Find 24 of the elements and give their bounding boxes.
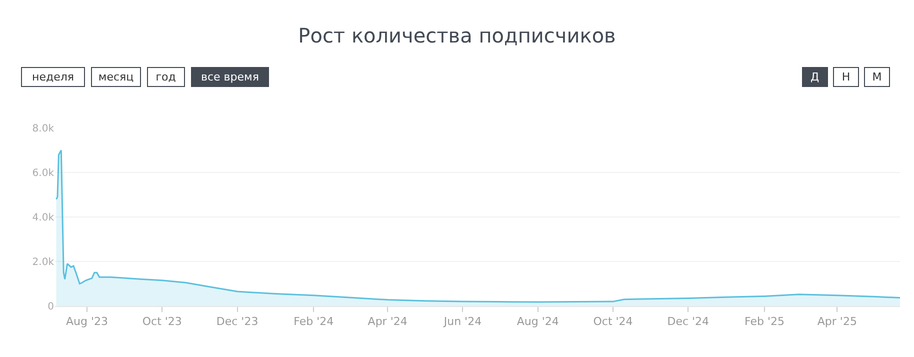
x-tick-label: Oct '23 (142, 315, 182, 328)
x-tick-label: Aug '23 (66, 315, 108, 328)
x-tick-label: Feb '24 (294, 315, 334, 328)
text: Н (842, 70, 850, 84)
x-tick-label: Dec '24 (667, 315, 710, 328)
x-tick-label: Apr '24 (368, 315, 408, 328)
y-tick-label: 2.0k (32, 257, 54, 268)
x-tick-label: Feb '25 (744, 315, 784, 328)
text: год (156, 70, 176, 84)
y-tick-label: 0 (48, 302, 54, 312)
chart-title: Рост количества подписчиков (298, 24, 616, 48)
text: все время (201, 70, 259, 84)
x-tick-label: Dec '23 (216, 315, 258, 328)
x-tick-label: Aug '24 (516, 315, 559, 328)
text: месяц (98, 70, 134, 84)
x-tick-label: Jun '24 (442, 315, 482, 328)
text: М (872, 70, 882, 84)
y-tick-label: 6.0k (32, 168, 54, 179)
x-tick-label: Apr '25 (817, 315, 857, 328)
x-tick-label: Oct '24 (593, 315, 633, 328)
y-tick-label: 4.0k (32, 212, 54, 224)
y-tick-label: 8.0k (32, 124, 54, 134)
text: неделя (32, 70, 74, 84)
text: Д (810, 70, 820, 84)
